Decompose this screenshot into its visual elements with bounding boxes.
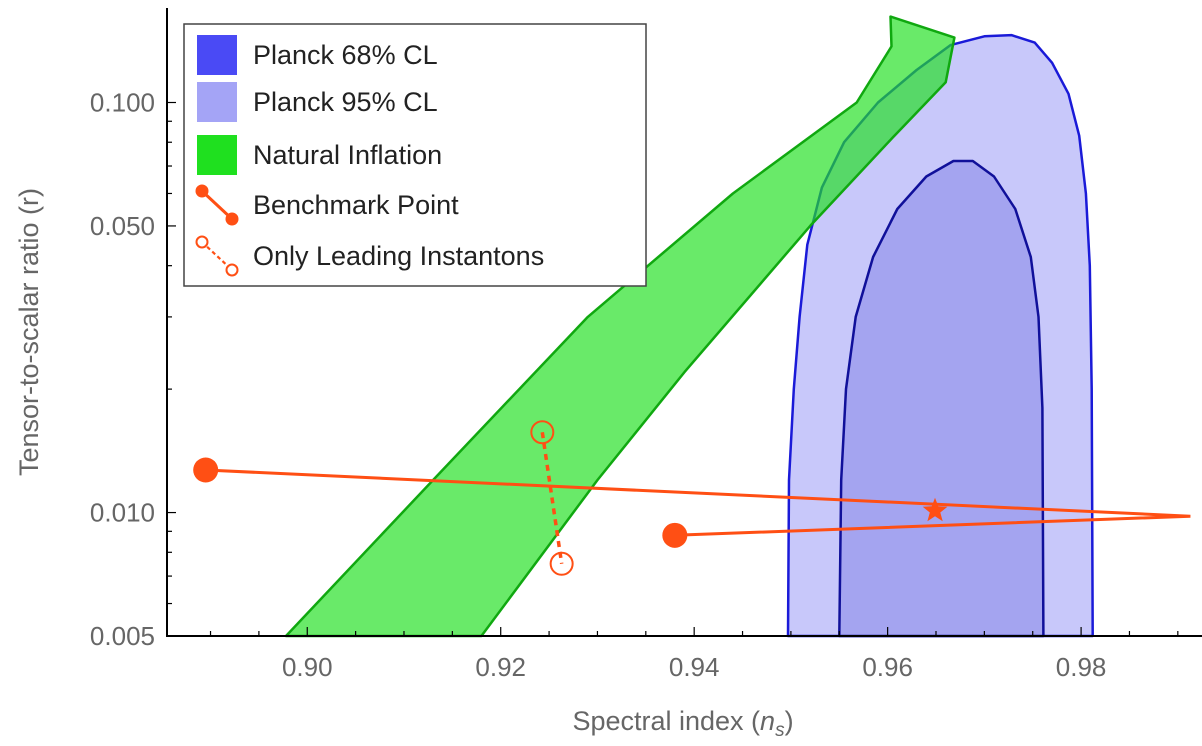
series-point-benchmark-point [193,457,219,483]
series-point-benchmark-point [662,522,688,548]
legend-label-benchmark-point: Benchmark Point [253,190,459,220]
legend-swatch-line [200,189,234,221]
y-tick-label: 0.050 [90,211,155,241]
x-axis-label-sub: s [775,720,785,741]
star-marker [922,497,948,522]
legend-label-planck-68-cl: Planck 68% CL [253,40,438,70]
series-line-only-leading-instantons [540,431,564,565]
legend-label-planck-95-cl: Planck 95% CL [253,87,438,117]
legend-label-natural-inflation: Natural Inflation [253,140,442,170]
legend-label-only-leading-instantons: Only Leading Instantons [253,241,544,271]
x-tick-label: 0.90 [282,652,333,682]
region-planck-68-cl [838,159,1045,638]
legend-swatch-planck-95-cl [197,82,237,122]
legend: Planck 68% CL Planck 95% CL Natural Inflat… [183,23,647,287]
x-tick-label: 0.94 [669,652,720,682]
y-tick-label: 0.005 [90,621,155,651]
x-axis-label-var: n [760,706,775,736]
legend-swatch-dot [195,184,209,198]
y-tick-label: 0.100 [90,87,155,117]
legend-swatch-planck-68-cl [197,35,237,75]
x-axis-label-main: Spectral index ( [572,706,760,736]
legend-box [183,23,647,287]
legend-swatch-natural-inflation [197,135,237,175]
x-axis-label-close: ) [785,706,794,736]
x-tick-label: 0.96 [862,652,913,682]
axis-ticks: 0.90 0.92 0.94 0.96 0.98 0.005 0.010 0.050 0.100 [90,87,1179,682]
x-tick-label: 0.98 [1056,652,1107,682]
legend-swatch-ring [195,235,209,249]
legend-swatch-dot [225,212,239,226]
x-tick-label: 0.92 [475,652,526,682]
data-series [193,420,1191,576]
series-line-benchmark-point [205,468,1191,537]
series-point-only-leading-instantons [530,420,555,445]
y-tick-label: 0.010 [90,498,155,528]
y-axis-label: Tensor-to-scalar ratio (r) [14,188,44,476]
x-axis-label: Spectral index (ns) [572,706,793,741]
legend-swatch-ring [225,263,239,277]
series-point-only-leading-instantons [549,551,574,576]
